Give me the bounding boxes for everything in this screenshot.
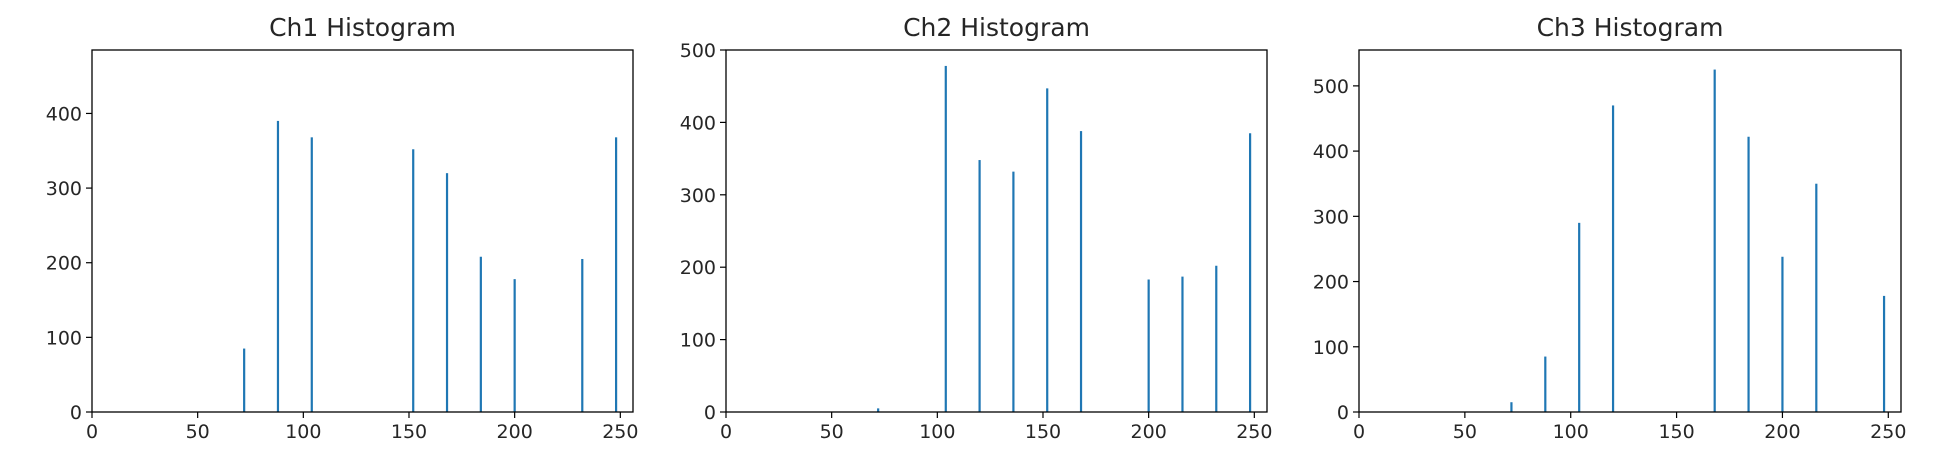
histogram-bar xyxy=(1781,256,1784,412)
histogram-bar xyxy=(978,160,981,412)
histogram-bar xyxy=(1248,133,1252,412)
histogram-bar xyxy=(445,173,449,412)
x-tick-label: 150 xyxy=(1025,421,1061,443)
histogram-bar xyxy=(1713,69,1716,412)
histogram-bar xyxy=(1544,356,1547,412)
histogram-bar xyxy=(1578,222,1581,412)
x-tick-label: 200 xyxy=(497,421,533,443)
ch2-chart-title: Ch2 Histogram xyxy=(903,13,1090,42)
x-tick-label: 100 xyxy=(1553,421,1589,443)
histogram-bar xyxy=(1510,402,1513,412)
histogram-bar xyxy=(1882,295,1886,412)
y-tick-label: 300 xyxy=(1313,206,1349,228)
ch3-histogram-chart: Ch3 Histogram 0 50 100 150 200 250 0 100 200 300 4… xyxy=(1313,13,1907,443)
x-tick-label: 0 xyxy=(720,421,732,443)
histogram-bar xyxy=(581,258,584,412)
x-tick-label: 50 xyxy=(820,421,844,443)
histogram-bar xyxy=(276,120,280,412)
histogram-bar xyxy=(513,279,516,412)
histogram-bar xyxy=(944,65,947,412)
y-tick-label: 500 xyxy=(680,40,716,62)
y-tick-label: 500 xyxy=(1313,76,1349,98)
y-tick-label: 0 xyxy=(704,402,716,424)
y-tick-label: 400 xyxy=(46,103,82,125)
y-tick-label: 200 xyxy=(680,257,716,279)
histogram-bar xyxy=(310,137,313,413)
axes-frame xyxy=(1358,49,1902,413)
x-tick-label: 250 xyxy=(602,421,638,443)
x-tick-label: 0 xyxy=(86,421,98,443)
histogram-bar xyxy=(1079,131,1083,412)
y-tick-label: 0 xyxy=(70,402,82,424)
histogram-bar xyxy=(243,348,246,412)
histogram-bar xyxy=(1215,265,1218,412)
ch2-histogram-chart: Ch2 Histogram 0 50 100 150 200 250 0 100 200 300 4… xyxy=(680,13,1273,443)
ch3-chart-title: Ch3 Histogram xyxy=(1537,13,1724,42)
x-tick-label: 100 xyxy=(919,421,955,443)
x-tick-label: 200 xyxy=(1131,421,1167,443)
histogram-bar xyxy=(479,256,482,412)
x-tick-label: 250 xyxy=(1870,421,1906,443)
histogram-bar xyxy=(1747,136,1750,412)
x-tick-label: 100 xyxy=(285,421,321,443)
x-tick-label: 150 xyxy=(391,421,427,443)
ch1-histogram-chart: Ch1 Histogram 0 50 100 150 200 250 0 100 200 300 4… xyxy=(46,13,639,443)
histogram-bar xyxy=(877,408,880,412)
y-tick-label: 100 xyxy=(680,330,716,352)
histogram-bar xyxy=(1815,183,1818,412)
y-tick-label: 400 xyxy=(1313,141,1349,163)
histogram-bar xyxy=(1046,88,1049,412)
x-tick-label: 150 xyxy=(1658,421,1694,443)
y-tick-label: 200 xyxy=(1313,272,1349,294)
y-tick-label: 300 xyxy=(46,178,82,200)
histogram-bar xyxy=(1181,276,1184,412)
y-tick-label: 400 xyxy=(680,112,716,134)
x-tick-label: 50 xyxy=(186,421,210,443)
y-tick-label: 100 xyxy=(46,327,82,349)
histogram-bar xyxy=(412,149,415,413)
ch1-chart-title: Ch1 Histogram xyxy=(269,13,456,42)
y-tick-label: 100 xyxy=(1313,337,1349,359)
histogram-bar xyxy=(1012,171,1015,412)
x-tick-label: 250 xyxy=(1236,421,1272,443)
x-tick-label: 50 xyxy=(1453,421,1477,443)
histogram-bar xyxy=(1147,279,1150,412)
x-tick-label: 200 xyxy=(1764,421,1800,443)
histogram-bar xyxy=(614,137,618,413)
histogram-bar xyxy=(1611,105,1615,413)
y-tick-label: 0 xyxy=(1337,402,1349,424)
y-tick-label: 300 xyxy=(680,185,716,207)
y-tick-label: 200 xyxy=(46,253,82,275)
x-tick-label: 0 xyxy=(1353,421,1365,443)
axes-frame xyxy=(725,49,1268,413)
axes-frame xyxy=(91,49,634,413)
